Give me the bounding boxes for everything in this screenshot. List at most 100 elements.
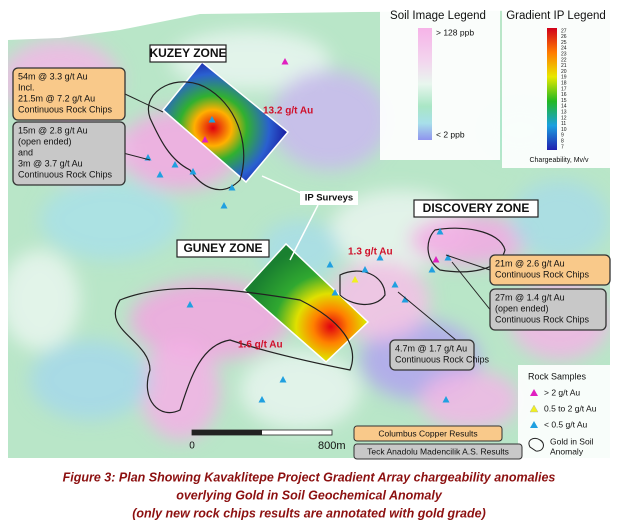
zone-box [149, 44, 227, 63]
grade-label: 1.3 g/t Au [348, 247, 393, 258]
ip-scale-label: 8 [561, 139, 564, 145]
callout-line: 21m @ 2.6 g/t Au [495, 258, 565, 268]
callout-leader [124, 153, 151, 161]
callout-leader [124, 93, 164, 113]
rock-sample [281, 58, 289, 65]
callout-box [489, 254, 611, 286]
rock-legend-item: < 0.5 g/t Au [544, 419, 588, 429]
ip-scale-label: 11 [561, 121, 566, 127]
ip-scale-label: 15 [561, 98, 567, 104]
callout-box [12, 67, 126, 121]
rock-sample [279, 376, 287, 383]
legend-symbol [530, 421, 538, 428]
callout-box [12, 121, 126, 186]
ip-scale-label: 16 [561, 92, 567, 98]
ip-scale-label: 23 [561, 52, 567, 58]
soil-legend-high: > 128 ppb [436, 27, 474, 37]
legend-symbol [530, 389, 538, 396]
ip-label: IP Surveys [305, 193, 353, 204]
ip-legend-title: Gradient IP Legend [506, 10, 606, 22]
rock-sample [258, 396, 266, 403]
rock-samples [144, 58, 474, 403]
soil-blob [40, 180, 180, 260]
callout-line: Continuous Rock Chips [495, 269, 590, 279]
ip-survey-kuzey [161, 60, 290, 184]
callout-line: Continuous Rock Chips [495, 314, 590, 324]
rock-sample [201, 136, 209, 143]
rock-sample [186, 301, 194, 308]
scale-end: 800m [318, 440, 346, 452]
soil-blob [8, 250, 80, 350]
rock-sample [220, 202, 228, 209]
soil-legend-low: < 2 ppb [436, 129, 465, 139]
caption-line: overlying Gold in Soil Geochemical Anoma… [176, 488, 443, 502]
ip-scale-label: 21 [561, 63, 567, 69]
soil-blob [420, 370, 520, 430]
zone-box [413, 199, 539, 218]
soil-legend-box [380, 5, 500, 160]
ip-scale-label: 18 [561, 81, 567, 87]
ip-scale-label: 24 [561, 46, 567, 52]
ip-label-box [300, 191, 358, 205]
rock-sample [171, 161, 179, 168]
callout-line: (open ended) [495, 303, 549, 313]
rock-legend-anomaly: Anomaly [550, 446, 584, 456]
grade-label: 1.6 g/t Au [238, 340, 283, 351]
rock-legend-title: Rock Samples [528, 371, 587, 381]
gold-anomaly-outlines [114, 81, 506, 414]
ip-scale-label: 25 [561, 40, 567, 46]
callout-line: 27m @ 1.4 g/t Au [495, 292, 565, 302]
source-label: Teck Anadolu Madencilik A.S. Results [367, 446, 509, 456]
ip-scale-label: 7 [561, 144, 564, 150]
source-label: Columbus Copper Results [378, 428, 477, 438]
ip-pointer [289, 204, 319, 261]
callout-line: Continuous Rock Chips [18, 104, 113, 114]
ip-scale-label: 17 [561, 86, 567, 92]
rock-sample [432, 256, 440, 263]
rock-sample [444, 254, 452, 261]
rock-legend-box [518, 365, 612, 460]
callout-leader [451, 261, 491, 310]
callout-line: Continuous Rock Chips [395, 354, 490, 364]
rock-sample [156, 171, 164, 178]
ip-scale-label: 20 [561, 69, 567, 75]
caption-line: (only new rock chips results are annotat… [132, 506, 486, 520]
soil-blob [410, 215, 530, 265]
zone-box [176, 239, 270, 258]
scale-bar [192, 430, 262, 435]
legend-symbol [529, 404, 539, 413]
rock-sample [376, 254, 384, 261]
ip-scale-label: 19 [561, 75, 567, 81]
soil-blob [510, 180, 610, 260]
rock-sample [326, 261, 334, 268]
callout-box [489, 288, 607, 331]
ip-scale-label: 9 [561, 133, 564, 139]
soil-blob [270, 70, 390, 170]
soil-blob [130, 280, 290, 360]
zone-label: DISCOVERY ZONE [423, 201, 530, 215]
rock-sample [442, 396, 450, 403]
callout-box [389, 339, 475, 371]
rock-sample [351, 276, 359, 283]
ip-colorbar [547, 28, 557, 150]
callout-line: 21.5m @ 7.2 g/t Au [18, 93, 95, 103]
rock-sample [401, 296, 409, 303]
zone-label: KUZEY ZONE [149, 46, 226, 60]
rock-sample [208, 116, 216, 123]
soil-blob [240, 350, 360, 430]
legend-symbol [528, 437, 544, 452]
callout-line: Continuous Rock Chips [18, 169, 113, 179]
rock-legend-item: > 2 g/t Au [544, 387, 580, 397]
callout-leader [445, 254, 491, 271]
ip-scale-label: 14 [561, 104, 567, 110]
caption-line: Figure 3: Plan Showing Kavaklitepe Proje… [63, 470, 556, 484]
soil-blob [140, 340, 220, 440]
rock-legend-anomaly: Gold in Soil [550, 436, 594, 446]
soil-legend-title: Soil Image Legend [390, 10, 486, 22]
callout-line: 4.7m @ 1.7 g/t Au [395, 343, 467, 353]
rock-sample [428, 266, 436, 273]
rock-legend-item: 0.5 to 2 g/t Au [544, 403, 597, 413]
callout-line: and [18, 147, 33, 157]
ip-scale-label: 10 [561, 127, 567, 133]
rock-sample [436, 228, 444, 235]
